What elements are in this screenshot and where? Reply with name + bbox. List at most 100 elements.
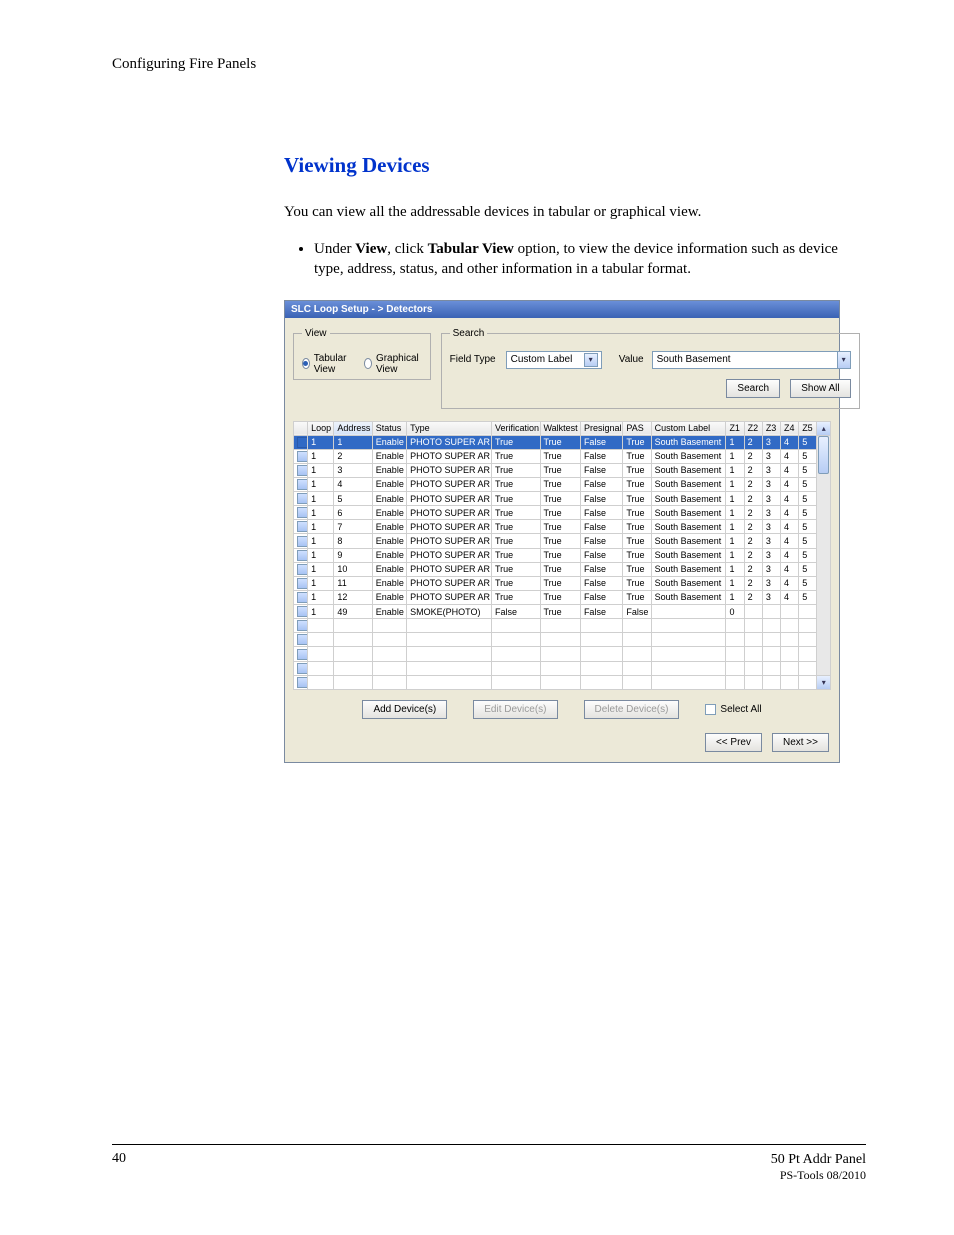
devices-table[interactable]: LoopAddressStatusTypeVerificationWalktes… xyxy=(293,421,817,690)
table-cell[interactable]: South Basement xyxy=(651,562,726,576)
table-cell[interactable]: 1 xyxy=(726,562,744,576)
table-row[interactable]: 16EnablePHOTO SUPER ARTrueTrueFalseTrueS… xyxy=(294,506,817,520)
table-cell[interactable]: 1 xyxy=(308,576,334,590)
table-cell[interactable]: Enable xyxy=(372,520,406,534)
table-cell[interactable]: South Basement xyxy=(651,548,726,562)
table-cell[interactable]: South Basement xyxy=(651,477,726,491)
table-cell[interactable]: True xyxy=(540,534,580,548)
table-cell[interactable]: 49 xyxy=(334,605,372,619)
next-button[interactable]: Next >> xyxy=(772,733,829,752)
table-cell[interactable] xyxy=(294,435,308,449)
table-cell[interactable]: True xyxy=(623,506,651,520)
table-row[interactable]: 19EnablePHOTO SUPER ARTrueTrueFalseTrueS… xyxy=(294,548,817,562)
table-cell[interactable]: False xyxy=(580,548,622,562)
table-cell[interactable]: 11 xyxy=(334,576,372,590)
table-cell[interactable]: False xyxy=(580,492,622,506)
table-cell[interactable]: 1 xyxy=(308,492,334,506)
add-device-button[interactable]: Add Device(s) xyxy=(362,700,447,719)
table-cell[interactable] xyxy=(294,605,308,619)
table-cell[interactable]: Enable xyxy=(372,548,406,562)
table-cell[interactable]: 4 xyxy=(781,463,799,477)
table-cell[interactable]: PHOTO SUPER AR xyxy=(407,435,492,449)
table-cell[interactable]: South Basement xyxy=(651,520,726,534)
table-cell[interactable]: PHOTO SUPER AR xyxy=(407,506,492,520)
table-cell[interactable]: False xyxy=(580,477,622,491)
table-cell[interactable] xyxy=(294,590,308,604)
table-cell[interactable]: False xyxy=(492,605,541,619)
row-checkbox-icon[interactable] xyxy=(297,578,308,589)
table-cell[interactable]: 1 xyxy=(308,477,334,491)
table-cell[interactable]: True xyxy=(623,435,651,449)
table-cell[interactable]: True xyxy=(623,534,651,548)
row-checkbox-icon[interactable] xyxy=(297,493,308,504)
table-cell[interactable]: 5 xyxy=(799,492,817,506)
table-cell[interactable]: Enable xyxy=(372,449,406,463)
table-cell[interactable]: True xyxy=(492,477,541,491)
table-cell[interactable]: True xyxy=(540,576,580,590)
table-cell[interactable]: 1 xyxy=(308,520,334,534)
table-cell[interactable] xyxy=(799,605,817,619)
table-cell[interactable]: False xyxy=(623,605,651,619)
table-cell[interactable]: PHOTO SUPER AR xyxy=(407,520,492,534)
row-checkbox-icon[interactable] xyxy=(297,606,308,617)
table-cell[interactable]: 1 xyxy=(308,534,334,548)
radio-graphical[interactable]: Graphical View xyxy=(364,353,422,375)
table-cell[interactable]: 5 xyxy=(799,506,817,520)
table-cell[interactable]: 3 xyxy=(762,576,780,590)
table-cell[interactable]: False xyxy=(580,605,622,619)
table-cell[interactable]: 1 xyxy=(726,534,744,548)
table-cell[interactable]: 1 xyxy=(726,506,744,520)
table-cell[interactable]: 9 xyxy=(334,548,372,562)
table-cell[interactable]: PHOTO SUPER AR xyxy=(407,492,492,506)
table-cell[interactable]: South Basement xyxy=(651,492,726,506)
table-cell[interactable]: SMOKE(PHOTO) xyxy=(407,605,492,619)
table-cell[interactable]: 3 xyxy=(762,590,780,604)
table-cell[interactable]: True xyxy=(540,520,580,534)
table-cell[interactable]: True xyxy=(540,492,580,506)
table-cell[interactable]: 5 xyxy=(799,562,817,576)
table-cell[interactable]: 1 xyxy=(726,463,744,477)
table-cell[interactable]: South Basement xyxy=(651,534,726,548)
scroll-down-icon[interactable]: ▾ xyxy=(817,675,830,689)
table-cell[interactable]: 4 xyxy=(781,506,799,520)
select-all-checkbox[interactable]: Select All xyxy=(705,704,761,715)
table-cell[interactable]: 2 xyxy=(744,576,762,590)
table-cell[interactable]: 5 xyxy=(799,463,817,477)
table-cell[interactable]: 4 xyxy=(781,435,799,449)
table-cell[interactable]: True xyxy=(623,449,651,463)
table-cell[interactable]: True xyxy=(492,548,541,562)
table-cell[interactable]: 4 xyxy=(781,562,799,576)
table-cell[interactable]: PHOTO SUPER AR xyxy=(407,576,492,590)
table-cell[interactable]: 1 xyxy=(308,548,334,562)
col-header[interactable]: Walktest xyxy=(540,421,580,435)
col-header[interactable]: Status xyxy=(372,421,406,435)
table-cell[interactable]: 3 xyxy=(762,492,780,506)
table-row[interactable]: 111EnablePHOTO SUPER ARTrueTrueFalseTrue… xyxy=(294,576,817,590)
table-cell[interactable]: South Basement xyxy=(651,590,726,604)
table-cell[interactable] xyxy=(294,463,308,477)
table-row[interactable]: 15EnablePHOTO SUPER ARTrueTrueFalseTrueS… xyxy=(294,492,817,506)
row-checkbox-icon[interactable] xyxy=(297,536,308,547)
table-cell[interactable]: Enable xyxy=(372,435,406,449)
table-cell[interactable]: 5 xyxy=(799,477,817,491)
table-cell[interactable]: Enable xyxy=(372,492,406,506)
col-header[interactable]: Z5 xyxy=(799,421,817,435)
table-cell[interactable] xyxy=(294,548,308,562)
table-cell[interactable]: 2 xyxy=(744,506,762,520)
table-cell[interactable]: 2 xyxy=(744,477,762,491)
table-row[interactable]: 18EnablePHOTO SUPER ARTrueTrueFalseTrueS… xyxy=(294,534,817,548)
table-cell[interactable]: True xyxy=(540,506,580,520)
table-cell[interactable] xyxy=(294,562,308,576)
table-cell[interactable]: 5 xyxy=(799,534,817,548)
col-header[interactable]: Verification xyxy=(492,421,541,435)
table-cell[interactable]: True xyxy=(623,520,651,534)
chevron-down-icon[interactable]: ▾ xyxy=(837,351,851,369)
search-button[interactable]: Search xyxy=(726,379,780,398)
table-cell[interactable]: South Basement xyxy=(651,449,726,463)
table-cell[interactable]: 5 xyxy=(799,548,817,562)
col-header[interactable]: Z3 xyxy=(762,421,780,435)
scroll-up-icon[interactable]: ▴ xyxy=(817,422,830,436)
table-cell[interactable]: 4 xyxy=(781,548,799,562)
table-cell[interactable]: 0 xyxy=(726,605,744,619)
table-cell[interactable]: South Basement xyxy=(651,435,726,449)
